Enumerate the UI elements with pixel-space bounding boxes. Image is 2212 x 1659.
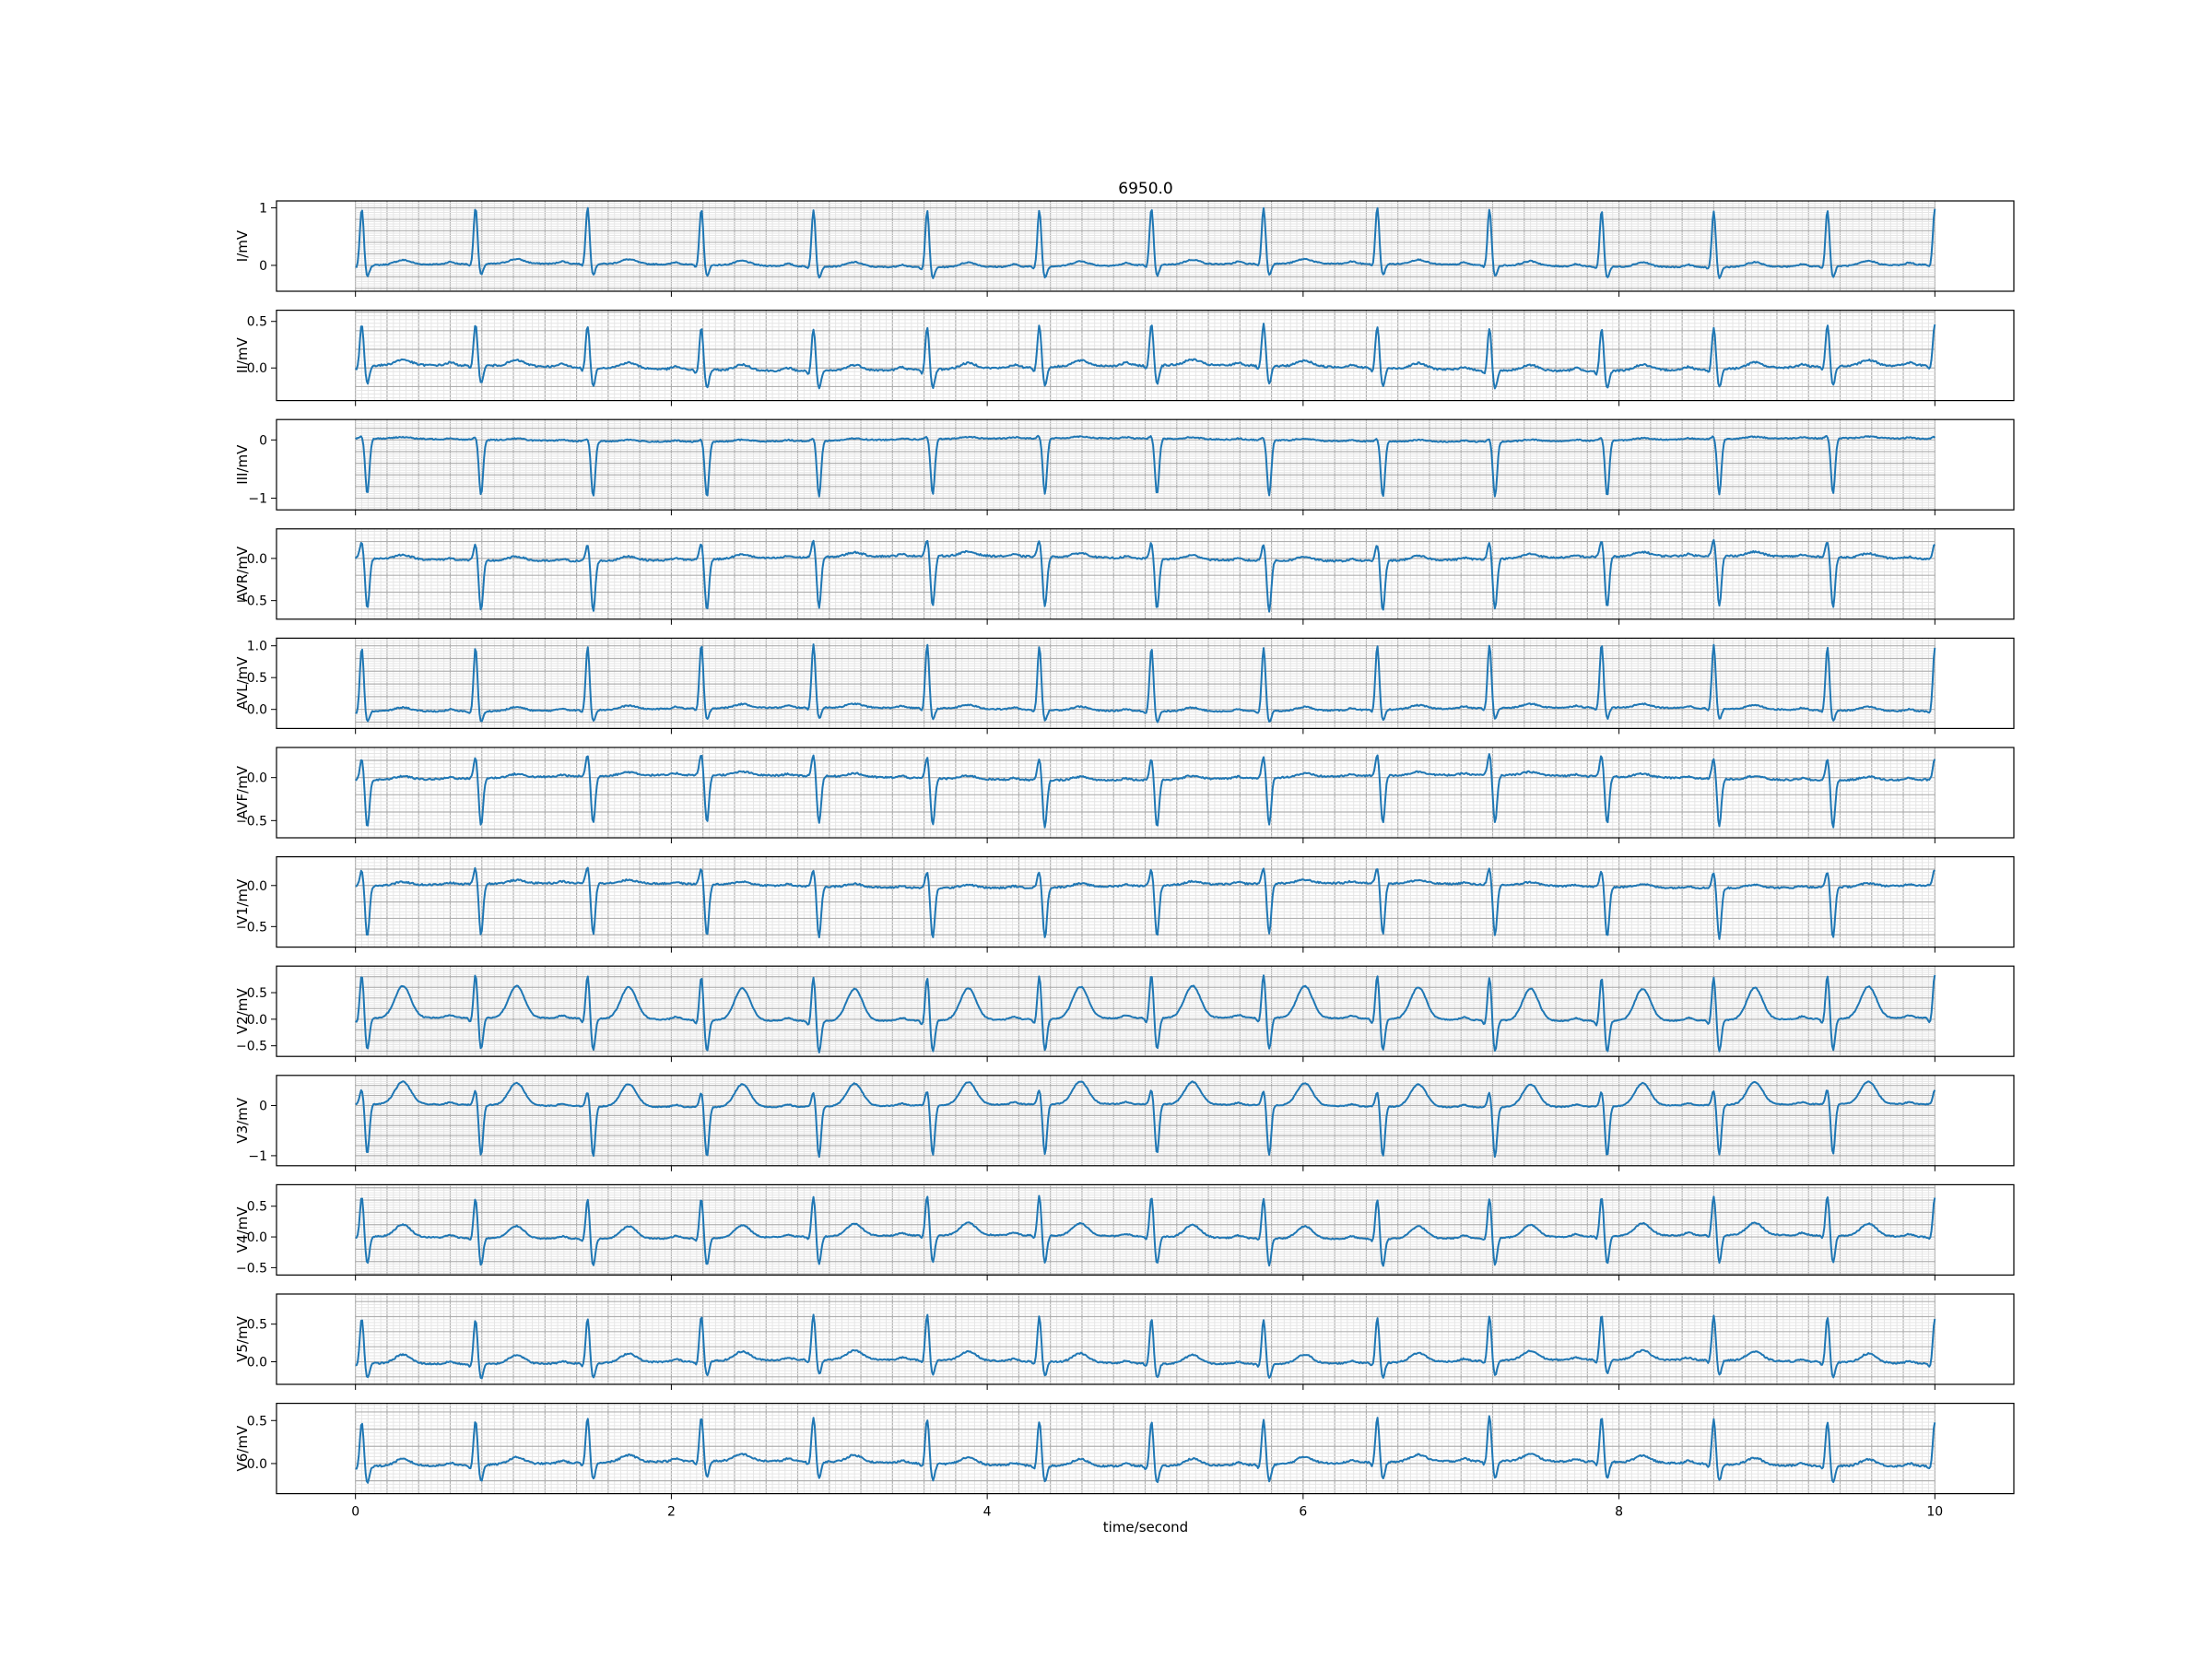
x-axis-label: time/second [1103,1519,1188,1535]
lead-panel-v1: −0.5 0.0V1/mV [234,855,2015,953]
panel-frame [276,528,2015,620]
ecg-grid [355,638,1936,729]
y-axis-label-avr: AVR/mV [234,546,251,602]
lead-panel-v2: −0.5 0.0 0.5V2/mV [234,965,2015,1063]
ecg-grid [355,747,1936,838]
lead-panel-v5: 0.0 0.5V5/mV [234,1293,2015,1390]
y-tick-label: −0.5 [236,594,267,609]
ecg-trace-avl [355,643,1936,724]
y-tick-label: 0.0 [247,552,267,567]
lead-panel-ii: 0.0 0.5 II/mV [234,310,2015,406]
ecg-grid [355,856,1936,947]
ecg-trace-v6 [355,1415,1936,1484]
y-axis-label-iii: III/mV [234,444,251,485]
y-tick-label: 0.0 [247,771,267,786]
x-tick-label: 2 [667,1505,676,1520]
panel-frame [276,418,2015,511]
y-axis-label-v3: V3/mV [234,1097,251,1143]
panel-frame [276,200,2015,292]
x-tick-label: 0 [351,1505,359,1520]
y-axis-label-avl: AVL/mV [234,656,251,711]
y-axis-label-ii: II/mV [234,336,251,373]
x-tick-label: 10 [1926,1505,1943,1520]
y-tick-label: 0.5 [247,1318,267,1333]
panel-frame [276,310,2015,402]
lead-panel-i: 0 1 I/mV [234,200,2015,297]
y-tick-label: 0.0 [247,1013,267,1028]
ecg-grid [355,310,1936,401]
ecg-grid [355,1075,1936,1166]
panel-frame [276,1402,2015,1495]
y-tick-label: −0.5 [236,1040,267,1054]
ecg-grid [355,1294,1936,1384]
panel-frame [276,1183,2015,1277]
ecg-trace-v2 [355,974,1936,1053]
y-tick-label: 0.5 [247,1200,267,1215]
ecg-grid [355,1403,1936,1494]
ecg-grid [355,201,1936,291]
y-tick-label: 1.0 [247,640,267,654]
panel-frame [276,965,2015,1057]
x-tick-label: 8 [1615,1505,1623,1520]
ecg-trace-i [355,206,1936,279]
x-tick-label: 4 [983,1505,992,1520]
lead-panel-avl: 0.0 0.5 1.0 AVL/mV [234,637,2015,735]
y-tick-label: −1 [248,492,267,507]
y-axis-label-v6: V6/mV [234,1425,251,1471]
x-tick-label: 6 [1299,1505,1307,1520]
lead-panel-v4: −0.5 0.0 0.5V4/mV [234,1183,2015,1281]
y-axis-label-v5: V5/mV [234,1315,251,1361]
y-tick-label: 0 [259,259,267,274]
ecg-trace-v3 [355,1080,1936,1159]
chart-title: 6950.0 [1118,180,1172,198]
panel-frame [276,1075,2015,1167]
y-tick-label: 0.5 [247,986,267,1001]
y-axis-label-v2: V2/mV [234,988,251,1034]
y-tick-label: 0.0 [247,1457,267,1472]
ecg-grid [355,1184,1936,1276]
ecg-grid [355,419,1936,511]
panel-frame [276,747,2015,839]
y-tick-label: 0.0 [247,703,267,718]
lead-panels: 01I/mV0.00.5II/mV−10III/mV−0.50.0AVR/mV0… [234,200,2015,1520]
y-tick-label: −1 [248,1149,267,1164]
ecg-trace-v5 [355,1313,1936,1380]
y-tick-label: 0.5 [247,1414,267,1429]
y-tick-label: 1 [259,201,267,216]
y-tick-label: −0.5 [236,920,267,935]
ecg-grid [355,966,1936,1057]
y-tick-label: 0 [259,1099,267,1113]
ecg-trace-v1 [355,866,1936,940]
panel-frame [276,637,2015,730]
ecg-trace-v4 [355,1194,1936,1267]
ecg-trace-avf [355,753,1936,829]
panel-frame [276,1293,2015,1385]
y-tick-label: 0 [259,433,267,448]
y-tick-label: 0.0 [247,361,267,376]
y-tick-label: 0.5 [247,315,267,330]
ecg-trace-ii [354,323,1936,390]
lead-panel-v6: 0.0 0.5V6/mV 0 2 4 6 8 10 [234,1402,2015,1520]
ecg-trace-iii [355,434,1936,498]
y-tick-label: 0.0 [247,879,267,894]
panel-frame [276,855,2015,948]
y-tick-label: 0.0 [247,1230,267,1245]
ecg-grid [355,528,1936,619]
y-tick-label: 0.0 [247,1356,267,1371]
y-axis-label-v1: V1/mV [234,878,251,924]
y-tick-label: 0.5 [247,671,267,686]
lead-panel-v3: −1 0 V3/mV [234,1075,2015,1171]
y-axis-label-i: I/mV [234,229,251,262]
ecg-trace-avr [354,538,1936,613]
lead-panel-iii: −1 0 III/mV [234,418,2015,516]
y-tick-label: −0.5 [236,1261,267,1276]
y-axis-label-v4: V4/mV [234,1206,251,1253]
y-tick-label: −0.5 [236,814,267,829]
y-axis-label-avf: AVF/mV [234,765,251,819]
